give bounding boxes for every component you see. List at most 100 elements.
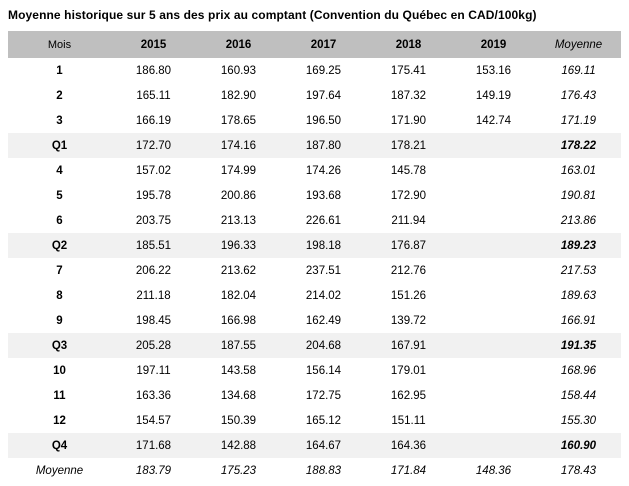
price-cell: 196.50 <box>305 114 342 127</box>
row-average-cell: 158.44 <box>560 389 597 402</box>
row-average-cell: 190.81 <box>560 189 597 202</box>
price-cell: 178.65 <box>220 114 257 127</box>
price-cell: 153.16 <box>475 64 512 77</box>
table-row: 9 198.45 166.98 162.49 139.72 166.91 <box>8 308 621 333</box>
price-cell: 151.11 <box>391 414 426 427</box>
price-cell: 150.39 <box>220 414 257 427</box>
quarter-summary-row: Q3 205.28 187.55 204.68 167.91 191.35 <box>8 333 621 358</box>
price-cell: 203.75 <box>135 214 172 227</box>
price-cell: 188.83 <box>305 464 342 477</box>
grand-average-row: Moyenne 183.79 175.23 188.83 171.84 148.36 178… <box>8 458 621 483</box>
price-cell: 178.21 <box>390 139 427 152</box>
table-body: 1 186.80 160.93 169.25 175.41 153.16 169.11 2 16… <box>8 58 621 483</box>
price-cell: 151.26 <box>390 289 427 302</box>
price-cell: 205.28 <box>135 339 172 352</box>
price-cell: 176.87 <box>390 239 427 252</box>
quarter-summary-row: Q4 171.68 142.88 164.67 164.36 160.90 <box>8 433 621 458</box>
price-cell: 166.98 <box>220 314 257 327</box>
row-label: 10 <box>53 364 66 377</box>
row-average-cell: 155.30 <box>560 414 597 427</box>
row-average-cell: 160.90 <box>560 439 597 452</box>
price-cell: 204.68 <box>305 339 342 352</box>
price-cell: 145.78 <box>390 164 427 177</box>
row-label: Q3 <box>51 339 68 352</box>
price-cell: 186.80 <box>135 64 172 77</box>
price-cell: 166.19 <box>135 114 172 127</box>
row-label: 8 <box>56 289 63 302</box>
table-row: 5 195.78 200.86 193.68 172.90 190.81 <box>8 183 621 208</box>
price-cell: 195.78 <box>135 189 172 202</box>
price-cell: 187.55 <box>220 339 257 352</box>
price-cell: 211.94 <box>391 214 426 227</box>
price-cell: 139.72 <box>390 314 427 327</box>
price-cell: 174.26 <box>305 164 342 177</box>
table-row: 8 211.18 182.04 214.02 151.26 189.63 <box>8 283 621 308</box>
price-cell <box>451 183 536 208</box>
page-title: Moyenne historique sur 5 ans des prix au… <box>8 8 537 22</box>
price-cell: 212.76 <box>390 264 427 277</box>
price-cell: 157.02 <box>135 164 172 177</box>
table-row: 1 186.80 160.93 169.25 175.41 153.16 169.11 <box>8 58 621 83</box>
price-cell: 185.51 <box>135 239 172 252</box>
price-cell: 174.16 <box>220 139 257 152</box>
row-label: 6 <box>56 214 63 227</box>
row-label: 4 <box>56 164 63 177</box>
price-cell: 175.41 <box>390 64 427 77</box>
price-cell <box>451 433 536 458</box>
price-cell: 174.99 <box>220 164 257 177</box>
price-cell: 172.75 <box>305 389 342 402</box>
column-header-mois: Mois <box>8 31 111 58</box>
row-average-cell: 178.43 <box>560 464 597 477</box>
price-cell: 213.13 <box>220 214 257 227</box>
price-cell: 172.70 <box>135 139 172 152</box>
row-label: 3 <box>56 114 63 127</box>
price-cell: 142.74 <box>475 114 512 127</box>
column-header-2019: 2019 <box>451 31 536 58</box>
row-label: 1 <box>56 64 63 77</box>
price-cell: 134.68 <box>220 389 257 402</box>
price-cell: 213.62 <box>220 264 257 277</box>
price-cell: 182.90 <box>220 89 257 102</box>
row-average-cell: 191.35 <box>560 339 597 352</box>
price-cell: 187.80 <box>305 139 342 152</box>
column-header-2018: 2018 <box>366 31 451 58</box>
price-cell: 237.51 <box>305 264 342 277</box>
price-cell: 167.91 <box>390 339 427 352</box>
price-cell: 149.19 <box>475 89 512 102</box>
row-label: Q2 <box>51 239 68 252</box>
price-cell: 169.25 <box>305 64 342 77</box>
price-cell <box>451 283 536 308</box>
price-cell <box>451 233 536 258</box>
price-cell <box>451 133 536 158</box>
price-cell: 164.67 <box>305 439 342 452</box>
table-row: 7 206.22 213.62 237.51 212.76 217.53 <box>8 258 621 283</box>
row-label: 9 <box>56 314 63 327</box>
row-average-cell: 168.96 <box>560 364 597 377</box>
price-cell: 200.86 <box>220 189 257 202</box>
row-average-cell: 213.86 <box>560 214 597 227</box>
price-cell: 154.57 <box>135 414 172 427</box>
price-cell: 183.79 <box>135 464 172 477</box>
price-cell: 226.61 <box>305 214 342 227</box>
row-average-cell: 163.01 <box>560 164 597 177</box>
price-cell: 196.33 <box>220 239 257 252</box>
price-cell: 156.14 <box>305 364 342 377</box>
row-label: Q1 <box>51 139 68 152</box>
row-label: 11 <box>53 389 66 402</box>
price-cell: 211.18 <box>136 289 171 302</box>
table-row: 4 157.02 174.99 174.26 145.78 163.01 <box>8 158 621 183</box>
price-cell: 160.93 <box>220 64 257 77</box>
price-cell: 143.58 <box>220 364 257 377</box>
price-cell <box>451 258 536 283</box>
price-cell: 165.12 <box>305 414 342 427</box>
row-average-cell: 176.43 <box>560 89 597 102</box>
row-label: Q4 <box>51 439 68 452</box>
price-cell <box>451 308 536 333</box>
row-average-cell: 217.53 <box>560 264 597 277</box>
price-cell: 148.36 <box>475 464 512 477</box>
price-cell: 165.11 <box>136 89 171 102</box>
row-label: 2 <box>56 89 63 102</box>
price-cell: 171.84 <box>390 464 427 477</box>
header-row: Mois 2015 2016 2017 2018 2019 Moyenne <box>8 31 621 58</box>
row-label: 12 <box>53 414 66 427</box>
